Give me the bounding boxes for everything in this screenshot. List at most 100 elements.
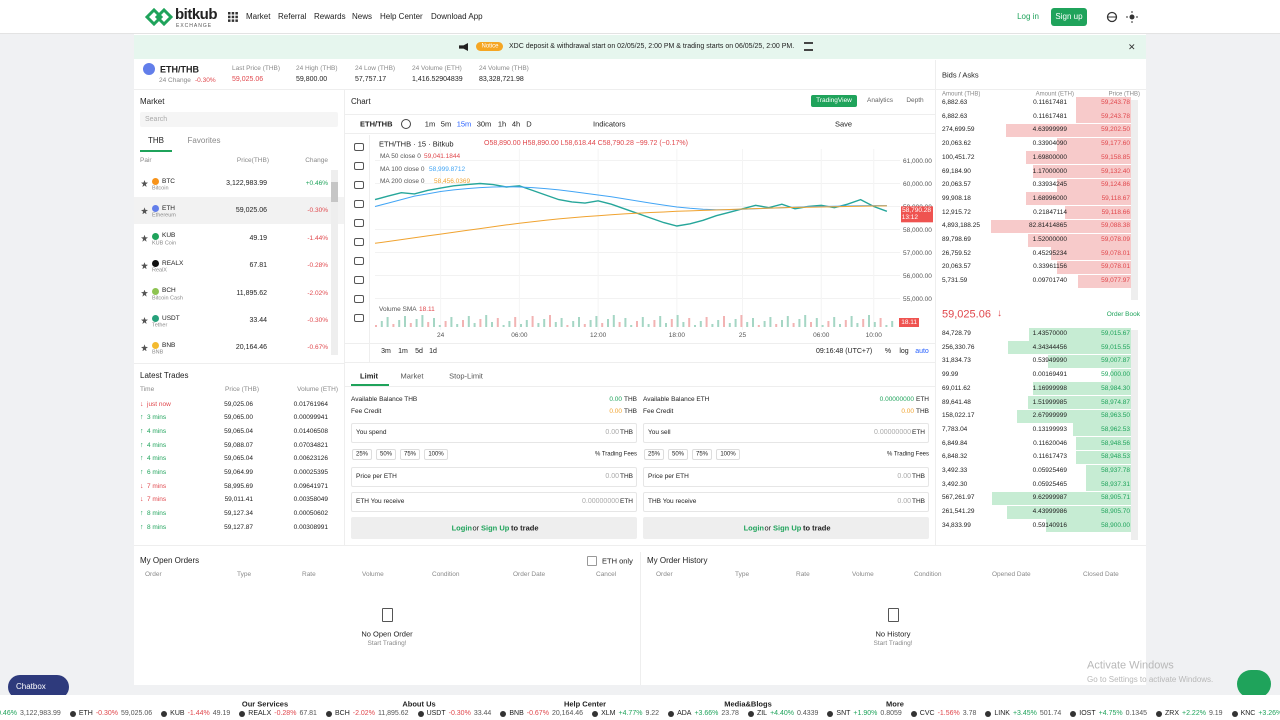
input-box[interactable] (643, 492, 929, 512)
drawing-tool[interactable] (354, 314, 364, 322)
drawing-tool[interactable] (354, 219, 364, 227)
percent-button[interactable] (692, 449, 712, 460)
percent-label[interactable]: 100% (720, 450, 736, 457)
ticker-item[interactable]: ZIL +4.40% 0.4339 (747, 710, 818, 717)
interval[interactable]: 1m (424, 119, 436, 129)
drawing-tool[interactable] (354, 276, 364, 284)
close-icon[interactable]: ✕ (1128, 42, 1136, 52)
scale-option[interactable]: % (884, 347, 892, 355)
percent-label[interactable]: 50% (671, 450, 685, 457)
ticker-item[interactable]: REALX -0.28% 67.81 (239, 710, 317, 717)
chart-symbol[interactable]: ETH/THB (360, 119, 393, 129)
nav-link[interactable]: Download App (431, 12, 483, 22)
interval[interactable]: 1h (497, 119, 507, 129)
order-tab[interactable]: Limit (360, 371, 378, 381)
signup-link[interactable]: Sign Up (481, 523, 510, 533)
ticker-item[interactable]: BTC+0.46%3,122,983.99 (0, 710, 61, 717)
ticker-item[interactable]: LINK +3.45% 501.74 (985, 710, 1061, 717)
percent-button[interactable] (400, 449, 420, 460)
signup-button[interactable] (1051, 8, 1087, 26)
percent-label[interactable]: 100% (428, 450, 444, 457)
interval[interactable]: 30m (476, 119, 492, 129)
range-button[interactable]: 3m (381, 347, 391, 355)
scale-option[interactable]: auto (915, 347, 929, 355)
login-link[interactable]: Login (743, 523, 764, 533)
order-book-link[interactable]: Order Book (1106, 311, 1140, 319)
favorite-star[interactable] (141, 317, 148, 324)
drawing-tool[interactable] (354, 295, 364, 303)
order-tab[interactable]: Stop-Limit (449, 371, 483, 381)
interval[interactable]: 5m (440, 119, 452, 129)
percent-button[interactable] (376, 449, 396, 460)
input-box[interactable] (351, 467, 637, 487)
favorite-star[interactable] (141, 207, 148, 215)
favorite-star[interactable] (141, 289, 148, 297)
ticker-item[interactable]: USDT -0.30% 33.44 (417, 710, 491, 717)
scale-option[interactable]: log (899, 347, 909, 355)
favorite-star[interactable] (141, 180, 148, 187)
signup-link[interactable]: Sign Up (773, 523, 802, 533)
tab[interactable]: Favorites (187, 136, 221, 146)
drawing-tool[interactable] (354, 143, 364, 151)
ticker-item[interactable]: BCH -2.02% 11,895.62 (325, 710, 409, 717)
chart-tab[interactable]: TradingView (816, 97, 852, 105)
input-box[interactable] (351, 492, 637, 512)
footer-link[interactable]: More (886, 699, 904, 709)
nav-link[interactable]: Referral (278, 12, 307, 22)
tab[interactable]: THB (148, 136, 164, 146)
nav-link[interactable]: Rewards (314, 12, 346, 22)
order-tab[interactable]: Market (400, 371, 424, 381)
ticker-item[interactable]: SNT +1.90% 0.8059 (827, 710, 902, 717)
footer-link[interactable]: About Us (402, 699, 436, 709)
interval[interactable]: 15m (456, 119, 472, 129)
ticker-item[interactable]: BNB -0.67% 20,164.46 (500, 710, 583, 717)
nav-link[interactable]: Help Center (380, 12, 423, 22)
login-to-trade[interactable] (643, 517, 929, 539)
percent-button[interactable] (716, 449, 740, 460)
ticker-item[interactable]: ZRX +2.22% 9.19 (1156, 710, 1223, 717)
checkbox[interactable] (587, 556, 597, 566)
signup-label[interactable]: Sign up (1055, 12, 1083, 22)
percent-label[interactable]: 25% (355, 450, 369, 457)
ticker-item[interactable]: IOST +4.75% 0.1345 (1070, 710, 1147, 717)
interval[interactable]: D (526, 119, 532, 129)
interval[interactable]: 4h (511, 119, 521, 129)
ticker-item[interactable]: XLM +4.77% 9.22 (592, 710, 659, 717)
drawing-tool[interactable] (354, 238, 364, 246)
chart-tab[interactable]: Depth (906, 97, 924, 105)
percent-button[interactable] (668, 449, 688, 460)
ticker-item[interactable]: KNC+3.26%12.34 (1231, 710, 1280, 717)
nav-link[interactable]: News (352, 12, 373, 22)
footer-link[interactable]: Our Services (241, 699, 289, 709)
percent-button[interactable] (424, 449, 448, 460)
drawing-tool[interactable] (354, 162, 364, 170)
add-icon[interactable] (401, 119, 411, 129)
ticker-item[interactable]: ADA +3.66% 23.78 (668, 710, 739, 717)
ticker-item[interactable]: KUB -1.44% 49.19 (161, 710, 230, 717)
login-link[interactable]: Log in (1017, 12, 1039, 22)
login-to-trade[interactable] (351, 517, 637, 539)
footer-link[interactable]: Media&Blogs (724, 699, 772, 709)
drawing-tool[interactable] (354, 257, 364, 265)
input-box[interactable] (643, 467, 929, 487)
apps-icon[interactable] (228, 12, 238, 22)
range-button[interactable]: 1d (429, 347, 437, 355)
percent-label[interactable]: 75% (695, 450, 709, 457)
percent-button[interactable] (352, 449, 372, 460)
ticker-item[interactable]: CVC -1.56% 3.78 (910, 710, 976, 717)
drawing-tool[interactable] (354, 181, 364, 189)
favorite-star[interactable] (141, 262, 148, 270)
range-button[interactable]: 5d (415, 347, 423, 355)
nav-link[interactable]: Market (246, 12, 271, 22)
chart-tab[interactable]: Analytics (866, 97, 894, 105)
percent-label[interactable]: 75% (403, 450, 417, 457)
footer-link[interactable]: Help Center (563, 699, 607, 709)
ticker-item[interactable]: ETH -0.30% 59,025.06 (69, 710, 152, 717)
login-link[interactable]: Login (451, 523, 472, 533)
percent-button[interactable] (644, 449, 664, 460)
percent-label[interactable]: 25% (647, 450, 661, 457)
range-button[interactable]: 1m (398, 347, 408, 355)
search-box[interactable] (140, 112, 338, 127)
chatbox-label[interactable]: Chatbox (16, 682, 46, 692)
chat-bubble[interactable] (1237, 670, 1271, 698)
